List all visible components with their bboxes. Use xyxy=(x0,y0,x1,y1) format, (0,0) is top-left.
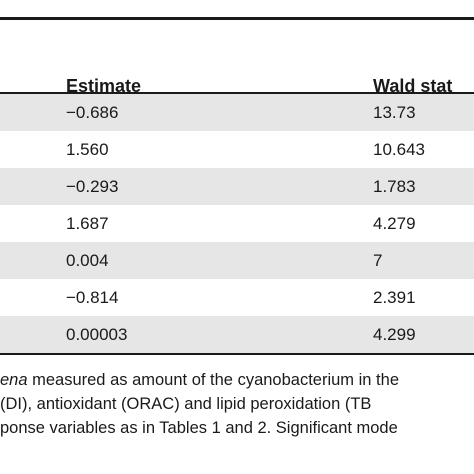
wald-stat-cell: 7 xyxy=(373,251,383,270)
estimate-cell: 1.560 xyxy=(66,140,109,159)
wald-stat-cell: 2.391 xyxy=(373,288,416,307)
table-row: −0.293 1.783 xyxy=(0,168,474,205)
caption-text: measured as amount of the cyanobacterium… xyxy=(27,371,399,389)
caption-line: ena measured as amount of the cyanobacte… xyxy=(0,368,474,392)
column-header-estimate: Estimate xyxy=(66,76,142,96)
wald-stat-cell: 1.783 xyxy=(373,177,416,196)
wald-stat-cell: 4.279 xyxy=(373,214,416,233)
estimate-cell: 1.687 xyxy=(66,214,109,233)
wald-stat-cell: 10.643 xyxy=(373,140,425,159)
column-header-wald-stat: Wald stat xyxy=(373,76,453,96)
estimate-cell: 0.00003 xyxy=(66,325,128,344)
estimate-cell: −0.293 xyxy=(66,177,119,196)
table-bottom-rule xyxy=(0,353,474,355)
wald-stat-cell: 13.73 xyxy=(373,103,416,122)
table-row: 0.004 7 xyxy=(0,242,474,279)
table-row: −0.686 13.73 xyxy=(0,94,474,131)
table-row: 1.687 4.279 xyxy=(0,205,474,242)
table-row: 0.00003 4.299 xyxy=(0,316,474,353)
table-caption: ena measured as amount of the cyanobacte… xyxy=(0,368,474,440)
table-row: −0.814 2.391 xyxy=(0,279,474,316)
table-top-rule xyxy=(0,17,474,20)
caption-line: (DI), antioxidant (ORAC) and lipid perox… xyxy=(0,395,372,413)
estimate-cell: −0.814 xyxy=(66,288,119,307)
table-row: 1.560 10.643 xyxy=(0,131,474,168)
table-body: −0.686 13.73 1.560 10.643 −0.293 1.783 1… xyxy=(0,94,474,353)
estimate-cell: −0.686 xyxy=(66,103,119,122)
estimate-cell: 0.004 xyxy=(66,251,109,270)
caption-italic-text: ena xyxy=(0,371,28,389)
wald-stat-cell: 4.299 xyxy=(373,325,416,344)
table-header-rule xyxy=(0,92,474,94)
table-header: Estimate Wald stat xyxy=(0,20,474,96)
caption-line: ponse variables as in Tables 1 and 2. Si… xyxy=(0,419,398,437)
